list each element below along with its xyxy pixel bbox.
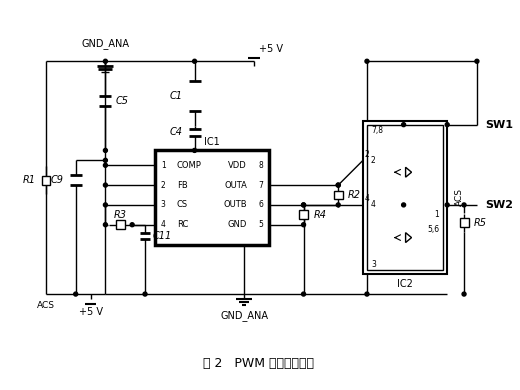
Text: C9: C9 <box>51 175 64 185</box>
Text: 5: 5 <box>258 220 263 229</box>
Text: GND_ANA: GND_ANA <box>220 310 268 321</box>
Bar <box>299 210 308 219</box>
Text: GND: GND <box>228 220 247 229</box>
Bar <box>42 176 50 184</box>
Circle shape <box>302 203 306 207</box>
Text: R5: R5 <box>474 218 487 228</box>
Text: 3: 3 <box>161 200 166 209</box>
Text: C4: C4 <box>170 127 183 137</box>
Text: FB: FB <box>177 181 188 190</box>
Circle shape <box>365 59 369 63</box>
Text: 2: 2 <box>371 156 375 165</box>
Circle shape <box>143 292 147 296</box>
Text: RC: RC <box>177 220 188 229</box>
Circle shape <box>74 292 77 296</box>
Circle shape <box>192 149 197 152</box>
Text: 5,6: 5,6 <box>427 225 439 234</box>
Text: 1: 1 <box>161 161 166 170</box>
Circle shape <box>302 203 306 207</box>
Text: R1: R1 <box>23 175 36 185</box>
Text: IC1: IC1 <box>204 138 220 147</box>
Text: 图 2   PWM 信号产生电路: 图 2 PWM 信号产生电路 <box>203 357 315 370</box>
Text: 4: 4 <box>371 200 376 209</box>
Circle shape <box>462 203 466 207</box>
Polygon shape <box>406 233 411 243</box>
Bar <box>367 125 443 270</box>
Text: VDD: VDD <box>228 161 247 170</box>
Circle shape <box>103 183 108 187</box>
Circle shape <box>445 203 449 207</box>
Text: OUTB: OUTB <box>224 200 247 209</box>
Text: +5 V: +5 V <box>79 307 102 317</box>
Text: R3: R3 <box>114 210 127 220</box>
Text: ACS: ACS <box>454 188 464 206</box>
Circle shape <box>401 203 406 207</box>
Text: C1: C1 <box>170 91 183 101</box>
Circle shape <box>445 123 449 127</box>
Text: 6: 6 <box>258 200 263 209</box>
Bar <box>460 218 469 227</box>
Text: R2: R2 <box>348 190 361 200</box>
Bar <box>116 220 125 229</box>
Text: 7: 7 <box>258 181 263 190</box>
Circle shape <box>130 223 134 227</box>
Text: 2: 2 <box>365 150 370 159</box>
Text: 8: 8 <box>258 161 263 170</box>
Text: COMP: COMP <box>177 161 202 170</box>
Text: C11: C11 <box>153 230 172 241</box>
Circle shape <box>401 123 406 127</box>
Text: IC2: IC2 <box>397 279 413 289</box>
Text: SW1: SW1 <box>485 120 513 129</box>
Circle shape <box>336 183 340 187</box>
Circle shape <box>302 223 306 227</box>
Text: 7,8: 7,8 <box>371 126 383 135</box>
Text: C5: C5 <box>115 96 128 106</box>
Circle shape <box>462 292 466 296</box>
Circle shape <box>336 203 340 207</box>
Text: 4: 4 <box>365 195 370 204</box>
Text: 1: 1 <box>435 210 439 219</box>
Circle shape <box>103 158 108 162</box>
Circle shape <box>475 59 479 63</box>
Circle shape <box>192 59 197 63</box>
Text: R4: R4 <box>314 210 327 220</box>
Text: CS: CS <box>177 200 188 209</box>
Text: 4: 4 <box>161 220 166 229</box>
Polygon shape <box>406 167 411 177</box>
Text: 3: 3 <box>371 260 376 269</box>
Bar <box>363 121 447 274</box>
Text: 2: 2 <box>161 181 166 190</box>
Circle shape <box>103 203 108 207</box>
Text: +5 V: +5 V <box>259 44 283 54</box>
Text: OUTA: OUTA <box>224 181 247 190</box>
Text: ACS: ACS <box>37 301 55 310</box>
Circle shape <box>103 149 108 152</box>
Circle shape <box>302 292 306 296</box>
Circle shape <box>365 292 369 296</box>
Circle shape <box>103 163 108 167</box>
Circle shape <box>336 183 340 187</box>
Bar <box>155 151 269 245</box>
Text: SW2: SW2 <box>485 200 513 210</box>
Text: GND_ANA: GND_ANA <box>82 38 129 49</box>
Circle shape <box>103 223 108 227</box>
Bar <box>334 191 343 199</box>
Circle shape <box>103 59 108 63</box>
